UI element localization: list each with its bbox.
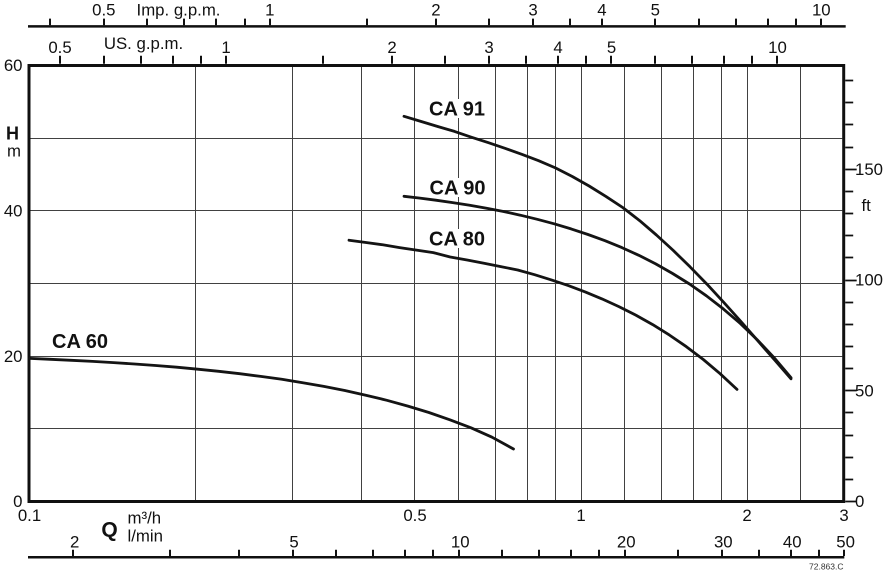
- svg-text:3: 3: [528, 1, 537, 20]
- svg-text:0: 0: [855, 492, 864, 511]
- svg-text:5: 5: [607, 38, 616, 57]
- svg-text:0.5: 0.5: [48, 38, 71, 57]
- svg-text:150: 150: [855, 160, 883, 179]
- svg-text:CA 80: CA 80: [429, 229, 485, 251]
- svg-text:CA 60: CA 60: [52, 331, 108, 353]
- svg-text:3: 3: [484, 38, 493, 57]
- svg-text:2: 2: [387, 38, 396, 57]
- svg-text:2: 2: [70, 532, 79, 551]
- svg-text:100: 100: [855, 271, 883, 290]
- svg-text:Imp. g.p.m.: Imp. g.p.m.: [137, 1, 221, 20]
- svg-text:1: 1: [221, 38, 230, 57]
- svg-text:72.863.C: 72.863.C: [809, 562, 844, 572]
- svg-text:10: 10: [451, 532, 470, 551]
- svg-text:1: 1: [265, 1, 274, 20]
- svg-text:20: 20: [4, 347, 23, 366]
- svg-text:50: 50: [855, 381, 874, 400]
- svg-text:10: 10: [768, 38, 787, 57]
- svg-text:5: 5: [651, 1, 660, 20]
- svg-text:CA 91: CA 91: [429, 99, 485, 121]
- svg-text:50: 50: [836, 532, 855, 551]
- svg-text:4: 4: [553, 38, 562, 57]
- svg-text:0: 0: [13, 492, 22, 511]
- svg-text:40: 40: [783, 532, 802, 551]
- svg-text:0.5: 0.5: [403, 506, 426, 525]
- svg-text:CA 90: CA 90: [430, 178, 486, 200]
- svg-text:2: 2: [431, 1, 440, 20]
- svg-text:m³/h: m³/h: [128, 509, 162, 528]
- svg-text:1: 1: [576, 506, 585, 525]
- svg-text:20: 20: [617, 532, 636, 551]
- svg-text:2: 2: [742, 506, 751, 525]
- svg-text:Q: Q: [101, 519, 117, 542]
- svg-text:60: 60: [4, 56, 23, 75]
- svg-text:0.1: 0.1: [18, 506, 41, 525]
- svg-text:40: 40: [4, 201, 23, 220]
- svg-text:0.5: 0.5: [92, 1, 115, 20]
- svg-text:m: m: [7, 142, 21, 161]
- svg-text:US. g.p.m.: US. g.p.m.: [104, 34, 183, 53]
- svg-text:10: 10: [812, 1, 831, 20]
- svg-text:5: 5: [289, 532, 298, 551]
- svg-text:ft: ft: [862, 196, 872, 215]
- svg-text:4: 4: [597, 1, 606, 20]
- svg-text:30: 30: [714, 532, 733, 551]
- svg-text:3: 3: [839, 506, 848, 525]
- svg-text:l/min: l/min: [128, 527, 163, 546]
- svg-text:H: H: [6, 124, 19, 144]
